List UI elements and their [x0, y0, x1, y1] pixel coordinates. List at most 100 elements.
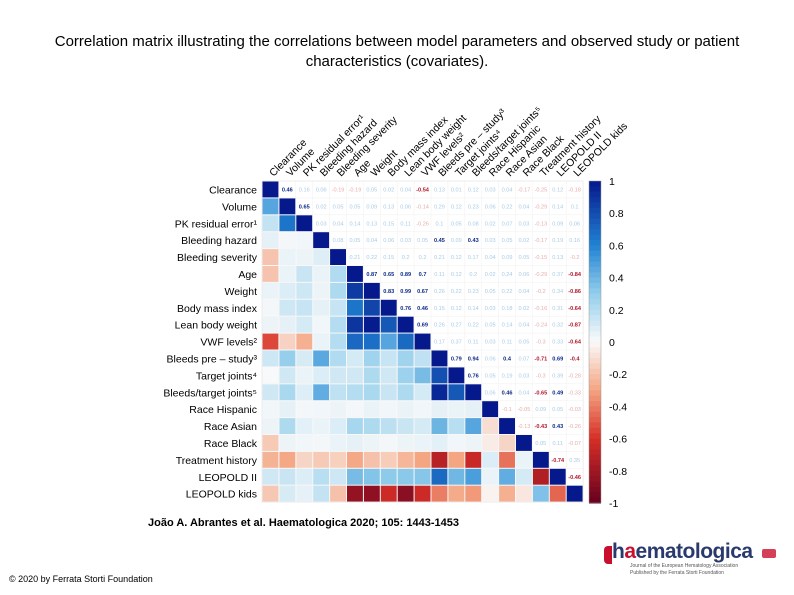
coefficient-label: 0.15	[383, 255, 394, 261]
matrix-cell	[262, 350, 279, 367]
coefficient-label: -0.3	[536, 373, 546, 379]
coefficient-label: -0.87	[568, 323, 581, 329]
matrix-cell	[363, 316, 380, 333]
coefficient-label: 0.39	[552, 373, 563, 379]
matrix-cell	[330, 435, 346, 451]
coefficient-label: 0.09	[451, 238, 462, 244]
coefficient-label: 0.06	[485, 390, 496, 396]
coefficient-label: 0.69	[417, 323, 428, 329]
row-label-treatment-history: Treatment history	[176, 455, 258, 467]
matrix-cell	[262, 435, 279, 451]
coefficient-label: 0.02	[519, 306, 530, 312]
coefficient-label: 0.05	[350, 238, 361, 244]
eu-flag-icon	[762, 549, 776, 558]
coefficient-label: 0.07	[502, 221, 513, 227]
colorbar-segment	[589, 213, 601, 220]
matrix-cell	[431, 451, 448, 468]
coefficient-label: 0.04	[519, 289, 530, 295]
coefficient-label: -0.65	[534, 390, 547, 396]
coefficient-label: 0.22	[366, 255, 377, 261]
colorbar-segment	[589, 406, 601, 413]
coefficient-label: 0.37	[451, 340, 462, 346]
matrix-cell	[482, 418, 499, 434]
matrix-cell	[330, 316, 346, 333]
matrix-cell	[279, 299, 296, 316]
coefficient-label: -0.71	[534, 356, 547, 362]
matrix-cell	[347, 384, 363, 401]
matrix-cell	[313, 451, 330, 468]
coefficient-label: 0.11	[468, 340, 478, 346]
coefficient-label: 0.02	[519, 238, 530, 244]
matrix-cell	[448, 418, 465, 434]
coefficient-label: 0.04	[502, 187, 513, 193]
colorbar: 1 0.8 0.6 0.4 0.2 0 -0.2 -0.4 -0.6 -0.8 -1	[588, 176, 627, 510]
diagonal-cell	[313, 232, 330, 249]
coefficient-label: 0.05	[502, 238, 513, 244]
matrix-cell	[347, 418, 363, 434]
matrix-cell	[296, 418, 313, 434]
coefficient-label: -0.86	[568, 289, 581, 295]
coefficient-label: 0.06	[383, 238, 394, 244]
matrix-cell	[279, 350, 296, 367]
matrix-cell	[262, 485, 279, 502]
coefficient-label: 0.1	[571, 204, 579, 210]
coefficient-label: 0.76	[468, 373, 479, 379]
coefficient-label: 0.46	[502, 390, 513, 396]
matrix-cell	[482, 485, 499, 502]
colorbar-segment	[589, 191, 601, 198]
logo-mark-icon	[604, 546, 612, 564]
matrix-cell	[296, 249, 313, 265]
colorbar-tick-label: 0.2	[609, 305, 624, 317]
coefficient-label: 0.13	[366, 221, 377, 227]
matrix-cell	[397, 384, 414, 401]
matrix-cell	[330, 468, 346, 485]
matrix-cell	[431, 384, 448, 401]
matrix-cell	[313, 401, 330, 418]
coefficient-label: -0.16	[534, 306, 547, 312]
coefficient-label: 0.06	[485, 204, 496, 210]
coefficient-label: 0.05	[485, 323, 496, 329]
colorbar-tick-label: -1	[609, 498, 618, 510]
colorbar-segment	[589, 422, 601, 429]
coefficient-label: 0.13	[383, 204, 394, 210]
matrix-cell	[465, 435, 482, 451]
coefficient-label: 0.16	[569, 238, 580, 244]
matrix-cell	[516, 485, 532, 502]
matrix-cell	[499, 435, 515, 451]
matrix-cell	[296, 232, 313, 249]
matrix-cell	[431, 418, 448, 434]
matrix-cell	[448, 468, 465, 485]
colorbar-segment	[589, 299, 601, 306]
matrix-cell	[313, 299, 330, 316]
colorbar-segment	[589, 234, 601, 241]
colorbar-tick-label: 0.8	[609, 208, 624, 220]
matrix-cell	[279, 451, 296, 468]
matrix-cell	[262, 215, 279, 232]
matrix-cell	[363, 485, 380, 502]
coefficient-label: -0.26	[568, 424, 581, 430]
coefficient-label: 0.22	[502, 289, 513, 295]
coefficient-label: 0.26	[434, 323, 445, 329]
coefficient-label: -0.43	[534, 424, 547, 430]
coefficient-label: 0.37	[552, 272, 563, 278]
matrix-cell	[414, 435, 431, 451]
row-label-bleeding-hazard: Bleeding hazard	[181, 235, 257, 247]
coefficient-label: 0.46	[282, 187, 293, 193]
matrix-cell	[262, 468, 279, 485]
colorbar-tick-label: -0.2	[609, 369, 627, 381]
matrix-cell	[279, 282, 296, 299]
matrix-cell	[330, 266, 346, 282]
colorbar-segment	[589, 218, 601, 225]
matrix-cell	[414, 485, 431, 502]
matrix-cell	[380, 384, 397, 401]
coefficient-label: -0.19	[332, 187, 345, 193]
coefficient-label: 0.04	[519, 390, 530, 396]
colorbar-segment	[589, 197, 601, 204]
matrix-cell	[549, 485, 566, 502]
colorbar-segment	[589, 266, 601, 273]
colorbar-segment	[589, 417, 601, 424]
colorbar-segment	[589, 443, 601, 450]
coefficient-label: 0.24	[502, 272, 513, 278]
coefficient-label: 0.03	[519, 373, 530, 379]
coefficient-label: 0.11	[502, 340, 512, 346]
